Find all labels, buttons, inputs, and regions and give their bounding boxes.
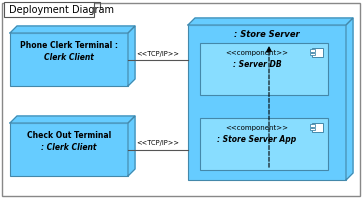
FancyBboxPatch shape [309,128,314,130]
Text: : Store Server: : Store Server [234,30,300,39]
Text: Clerk Client: Clerk Client [44,53,94,62]
Text: Check Out Terminal: Check Out Terminal [27,131,111,140]
Text: <<component>>: <<component>> [226,50,289,56]
FancyBboxPatch shape [200,118,328,170]
FancyBboxPatch shape [312,123,323,132]
Polygon shape [10,26,135,33]
Text: <<TCP/IP>>: <<TCP/IP>> [136,141,179,147]
Polygon shape [10,116,135,123]
Text: Phone Clerk Terminal :: Phone Clerk Terminal : [20,41,118,50]
Polygon shape [128,26,135,86]
Text: <<TCP/IP>>: <<TCP/IP>> [136,50,179,56]
FancyBboxPatch shape [200,43,328,95]
Polygon shape [188,18,353,25]
Polygon shape [346,18,353,180]
FancyBboxPatch shape [309,53,314,55]
FancyBboxPatch shape [10,123,128,176]
FancyBboxPatch shape [2,3,360,196]
Text: : Store Server App: : Store Server App [217,135,297,144]
Text: Deployment Diagram: Deployment Diagram [9,5,114,14]
Text: : Clerk Client: : Clerk Client [41,143,97,152]
FancyBboxPatch shape [309,49,314,52]
FancyBboxPatch shape [309,124,314,127]
Text: : Server DB: : Server DB [233,60,281,69]
FancyBboxPatch shape [188,25,346,180]
Text: <<component>>: <<component>> [226,125,289,131]
FancyBboxPatch shape [312,48,323,57]
FancyBboxPatch shape [4,2,94,17]
FancyBboxPatch shape [10,33,128,86]
Polygon shape [128,116,135,176]
